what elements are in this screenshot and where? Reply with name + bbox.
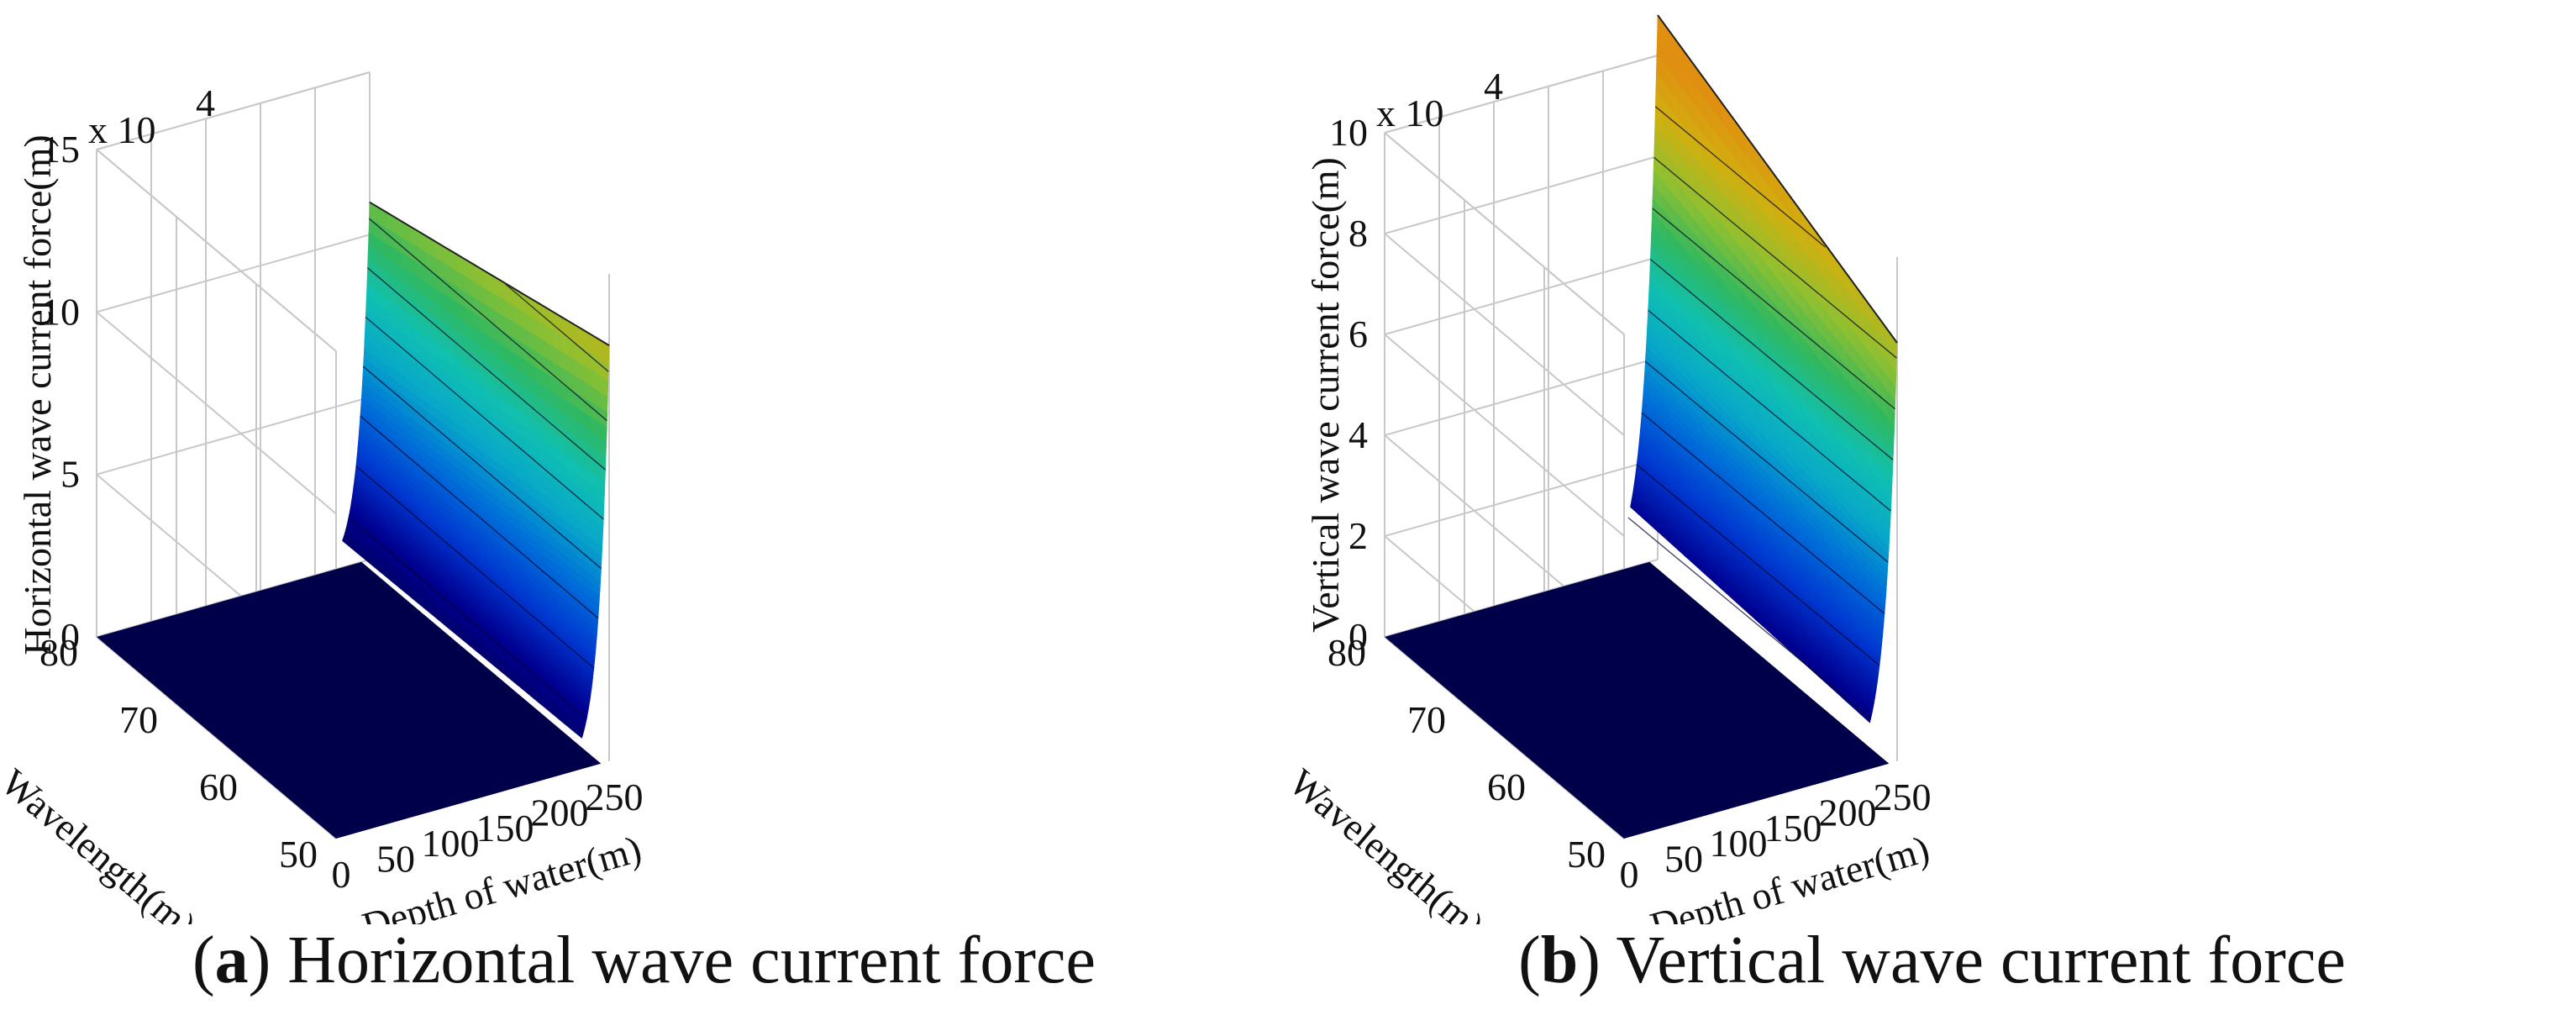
contour-line [1648, 309, 1891, 512]
gridline-z-back [1384, 458, 1659, 537]
z-tick-label: 10 [1329, 111, 1368, 154]
z-tick-label: 8 [1348, 212, 1368, 255]
contour-line [348, 516, 587, 720]
surface [97, 201, 610, 839]
contour-line [360, 415, 599, 619]
contour-line [355, 466, 595, 669]
gridline-z-left [1384, 233, 1625, 436]
x-tick-label: 50 [376, 838, 415, 881]
gridline-z-back [1384, 155, 1659, 234]
exponent-power: 4 [196, 82, 215, 124]
caption-a-text: Horizontal wave current force [287, 923, 1096, 997]
caption-b-letter: b [1540, 923, 1579, 997]
gridline-z-left [96, 311, 337, 515]
z-axis-title: Horizontal wave current force(m) [16, 134, 59, 655]
z-tick-label: 0 [1348, 615, 1368, 658]
gridline-z-back [96, 234, 371, 313]
z-tick-label: 4 [1348, 413, 1368, 456]
y-tick-label: 60 [199, 765, 238, 808]
x-tick-label: 200 [531, 791, 589, 834]
z-tick-label: 5 [60, 453, 80, 496]
surface-top-edge [369, 201, 610, 346]
caption-a-letter: a [214, 923, 249, 997]
x-tick-label: 0 [332, 853, 351, 896]
y-tick-label: 70 [1407, 698, 1446, 741]
caption-b-text: Vertical wave current force [1616, 923, 2346, 997]
contour-line [362, 366, 602, 570]
x-tick-label: 150 [476, 807, 534, 850]
x-tick-label: 0 [1620, 853, 1639, 896]
y-tick-label: 50 [279, 833, 318, 876]
gridline-z-back [96, 559, 371, 638]
z-tick-label: 2 [1348, 514, 1368, 557]
y-tick-label: 70 [119, 698, 158, 741]
caption-b: (b) Vertical wave current force [1518, 923, 2346, 997]
y-tick-label: 50 [1567, 833, 1606, 876]
contour-line [1641, 412, 1885, 614]
contour-line [1654, 106, 1826, 248]
gridline-z-back [96, 396, 371, 476]
surface [1385, 14, 1898, 839]
x-tick-label: 200 [1819, 791, 1877, 834]
chart-panel-a: 0 5 10 15 0 50 100 150 200 250 50 60 70 80 x 10 4 Horizo… [0, 71, 1096, 997]
contour-line [367, 267, 607, 471]
x-tick-label: 150 [1764, 807, 1822, 850]
x-tick-label: 100 [1710, 822, 1768, 865]
surface-floor [97, 561, 602, 839]
x-tick-label: 50 [1664, 838, 1703, 881]
contour-line [365, 316, 604, 520]
y-axis-title: Wavelength(m) [1288, 760, 1492, 924]
exponent-label: x 10 [1376, 92, 1444, 134]
contour-line [1649, 258, 1894, 460]
y-tick-label: 60 [1487, 765, 1526, 808]
caption-a: (a) Horizontal wave current force [192, 923, 1096, 997]
contour-line [368, 218, 607, 422]
y-axis-title: Wavelength(m) [0, 760, 204, 924]
x-tick-label: 250 [1874, 776, 1932, 818]
box-edge [1384, 55, 1659, 134]
contour-line [1636, 464, 1880, 666]
box-edge [96, 71, 371, 150]
y-tick-label: 80 [1327, 631, 1366, 674]
x-tick-label: 100 [422, 822, 480, 865]
box-edge [96, 149, 337, 352]
box-edge [1384, 132, 1625, 335]
surface-floor [1385, 561, 1890, 839]
chart-panel-b: 0 2 4 6 8 10 0 50 100 150 200 250 50 60 70 80 x 10 4 Verti… [1288, 0, 2576, 1031]
gridline-z-back [1384, 256, 1659, 335]
z-tick-label: 6 [1348, 313, 1368, 355]
contour-line [1627, 517, 1872, 719]
exponent-label: x 10 [88, 108, 156, 151]
exponent-power: 4 [1484, 65, 1503, 108]
gridline-z-back [1384, 559, 1659, 638]
z-tick-label: 10 [41, 290, 80, 333]
contour-line [1644, 360, 1889, 563]
z-tick-label: 0 [60, 615, 80, 658]
contour-line [1653, 156, 1897, 359]
surface-top-edge [1657, 14, 1898, 344]
gridline-z-back [1384, 357, 1659, 436]
contour-line [505, 283, 609, 372]
gridline-z-left [1384, 334, 1625, 537]
y-tick-label: 80 [39, 631, 78, 674]
z-tick-label: 15 [41, 128, 80, 171]
z-axis-title: Vertical wave current force(m) [1304, 157, 1347, 633]
x-tick-label: 250 [586, 776, 644, 818]
contour-line [1652, 208, 1895, 410]
